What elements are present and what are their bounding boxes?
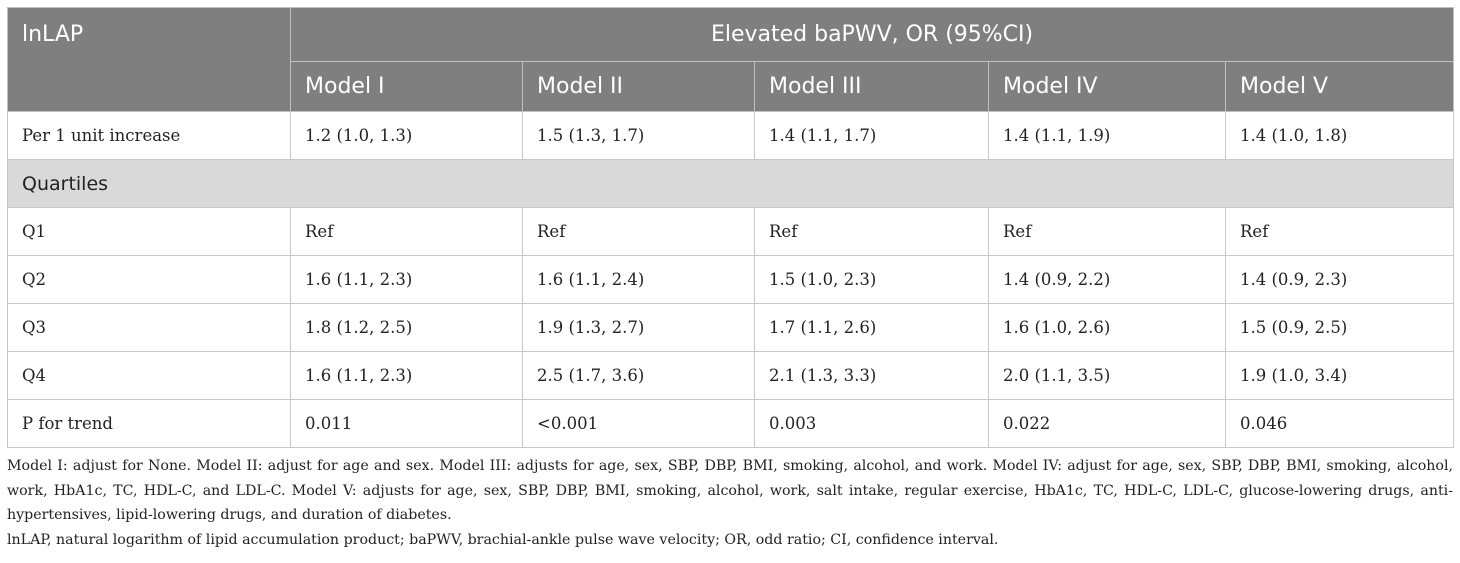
model-header: Model III [754, 61, 989, 112]
table-cell: 1.6 (1.0, 2.6) [988, 303, 1226, 352]
table-cell: 0.011 [290, 399, 523, 448]
model-header: Model II [522, 61, 755, 112]
table-cell: 1.9 (1.0, 3.4) [1224, 351, 1455, 400]
table-cell: 2.0 (1.1, 3.5) [988, 351, 1226, 400]
table-cell: 1.5 (0.9, 2.5) [1224, 303, 1455, 352]
table-row: Q2 1.6 (1.1, 2.3) 1.6 (1.1, 2.4) 1.5 (1.… [7, 255, 1455, 304]
results-table: lnLAP Elevated baPWV, OR (95%CI) Model I… [6, 7, 1455, 448]
row-label: P for trend [7, 399, 291, 448]
section-label: Quartiles [6, 159, 1455, 208]
table-cell: 0.003 [754, 399, 989, 448]
model-header: Model V [1224, 61, 1455, 112]
table-row: Per 1 unit increase 1.2 (1.0, 1.3) 1.5 (… [7, 111, 1455, 160]
abbreviation-footnote: lnLAP, natural logarithm of lipid accumu… [7, 531, 999, 548]
table-cell: 1.6 (1.1, 2.3) [290, 255, 523, 304]
table-cell: 1.9 (1.3, 2.7) [522, 303, 755, 352]
table-cell: 1.5 (1.3, 1.7) [522, 111, 755, 160]
row-label: Q4 [7, 351, 291, 400]
table-cell: Ref [290, 207, 523, 256]
table-header: lnLAP Elevated baPWV, OR (95%CI) Model I… [7, 7, 1455, 112]
table-cell: Ref [522, 207, 755, 256]
table-cell: 2.5 (1.7, 3.6) [522, 351, 755, 400]
table-body: Per 1 unit increase 1.2 (1.0, 1.3) 1.5 (… [6, 111, 1455, 448]
table-cell: 1.4 (1.1, 1.9) [988, 111, 1226, 160]
table-cell: 1.4 (0.9, 2.2) [988, 255, 1226, 304]
table-cell: 1.7 (1.1, 2.6) [754, 303, 989, 352]
table-cell: Ref [1224, 207, 1455, 256]
row-label: Q2 [7, 255, 291, 304]
table-cell: <0.001 [522, 399, 755, 448]
table-row: Q1 Ref Ref Ref Ref Ref [7, 207, 1455, 256]
row-label: Per 1 unit increase [7, 111, 291, 160]
table-cell: Ref [988, 207, 1226, 256]
table-cell: 1.8 (1.2, 2.5) [290, 303, 523, 352]
table-cell: 0.046 [1224, 399, 1455, 448]
model-footnote: Model I: adjust for None. Model II: adju… [7, 458, 1453, 523]
row-label: Q3 [7, 303, 291, 352]
table-row: Q4 1.6 (1.1, 2.3) 2.5 (1.7, 3.6) 2.1 (1.… [7, 351, 1455, 400]
table-cell: 2.1 (1.3, 3.3) [754, 351, 989, 400]
group-header: Elevated baPWV, OR (95%CI) [289, 7, 1455, 62]
results-table-container: lnLAP Elevated baPWV, OR (95%CI) Model I… [6, 7, 1455, 552]
model-header: Model IV [988, 61, 1226, 112]
table-cell: 1.6 (1.1, 2.3) [290, 351, 523, 400]
table-cell: 0.022 [988, 399, 1226, 448]
table-cell: 1.4 (0.9, 2.3) [1224, 255, 1455, 304]
table-cell: 1.6 (1.1, 2.4) [522, 255, 755, 304]
section-row: Quartiles [6, 159, 1455, 208]
table-row: Q3 1.8 (1.2, 2.5) 1.9 (1.3, 2.7) 1.7 (1.… [7, 303, 1455, 352]
row-label: Q1 [7, 207, 291, 256]
table-cell: 1.2 (1.0, 1.3) [290, 111, 523, 160]
table-cell: 1.4 (1.0, 1.8) [1224, 111, 1455, 160]
table-cell: 1.5 (1.0, 2.3) [754, 255, 989, 304]
model-header: Model I [290, 61, 523, 112]
stub-header: lnLAP [7, 7, 291, 112]
table-cell: 1.4 (1.1, 1.7) [754, 111, 989, 160]
table-footnotes: Model I: adjust for None. Model II: adju… [7, 454, 1453, 552]
table-row: P for trend 0.011 <0.001 0.003 0.022 0.0… [7, 399, 1455, 448]
table-cell: Ref [754, 207, 989, 256]
